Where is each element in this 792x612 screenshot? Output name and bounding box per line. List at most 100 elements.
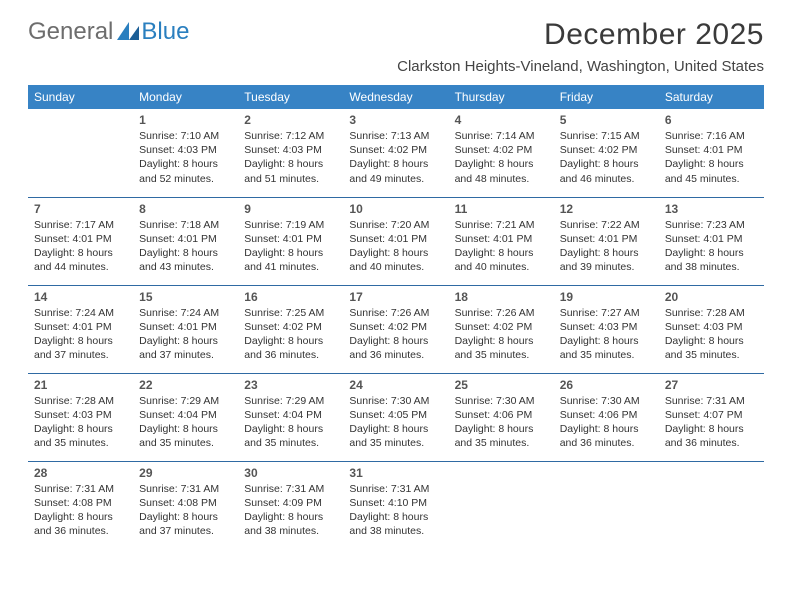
day-info-line: Sunset: 4:03 PM <box>665 320 758 334</box>
calendar-day-cell: 2Sunrise: 7:12 AMSunset: 4:03 PMDaylight… <box>238 109 343 197</box>
day-info-line: Sunset: 4:02 PM <box>455 320 548 334</box>
weekday-header: Sunday <box>28 85 133 109</box>
day-number: 21 <box>34 378 127 392</box>
calendar-day-cell: 11Sunrise: 7:21 AMSunset: 4:01 PMDayligh… <box>449 197 554 285</box>
day-info-line: Daylight: 8 hours <box>455 334 548 348</box>
day-info-line: Sunrise: 7:31 AM <box>139 482 232 496</box>
day-info-line: Daylight: 8 hours <box>560 157 653 171</box>
day-info-line: Sunrise: 7:28 AM <box>34 394 127 408</box>
calendar-table: Sunday Monday Tuesday Wednesday Thursday… <box>28 85 764 549</box>
day-number: 8 <box>139 202 232 216</box>
calendar-day-cell: 9Sunrise: 7:19 AMSunset: 4:01 PMDaylight… <box>238 197 343 285</box>
day-info-line: and 40 minutes. <box>349 260 442 274</box>
day-info-line: Daylight: 8 hours <box>665 334 758 348</box>
day-info-line: Daylight: 8 hours <box>244 334 337 348</box>
day-info-line: Sunset: 4:03 PM <box>560 320 653 334</box>
day-info-line: Sunrise: 7:18 AM <box>139 218 232 232</box>
day-info-line: Sunrise: 7:30 AM <box>349 394 442 408</box>
calendar-day-cell: 23Sunrise: 7:29 AMSunset: 4:04 PMDayligh… <box>238 373 343 461</box>
calendar-day-cell: 1Sunrise: 7:10 AMSunset: 4:03 PMDaylight… <box>133 109 238 197</box>
day-info-line: Sunset: 4:05 PM <box>349 408 442 422</box>
day-info-line: Sunset: 4:03 PM <box>139 143 232 157</box>
day-info-line: Sunrise: 7:28 AM <box>665 306 758 320</box>
day-info-line: Sunrise: 7:31 AM <box>665 394 758 408</box>
day-info-line: Daylight: 8 hours <box>139 157 232 171</box>
day-info-line: Sunrise: 7:31 AM <box>349 482 442 496</box>
day-info-line: Daylight: 8 hours <box>349 510 442 524</box>
day-info-line: and 36 minutes. <box>349 348 442 362</box>
day-info-line: Daylight: 8 hours <box>244 157 337 171</box>
day-info-line: Sunset: 4:08 PM <box>139 496 232 510</box>
day-info-line: Sunset: 4:09 PM <box>244 496 337 510</box>
day-info-line: Sunset: 4:02 PM <box>349 320 442 334</box>
weekday-header: Wednesday <box>343 85 448 109</box>
day-number: 17 <box>349 290 442 304</box>
day-info-line: Sunrise: 7:15 AM <box>560 129 653 143</box>
day-info-line: Sunrise: 7:21 AM <box>455 218 548 232</box>
calendar-day-cell: 28Sunrise: 7:31 AMSunset: 4:08 PMDayligh… <box>28 461 133 549</box>
day-info-line: and 35 minutes. <box>665 348 758 362</box>
day-info-line: and 35 minutes. <box>139 436 232 450</box>
calendar-day-cell: 22Sunrise: 7:29 AMSunset: 4:04 PMDayligh… <box>133 373 238 461</box>
day-info-line: Daylight: 8 hours <box>139 422 232 436</box>
calendar-day-cell: 15Sunrise: 7:24 AMSunset: 4:01 PMDayligh… <box>133 285 238 373</box>
calendar-day-cell: 8Sunrise: 7:18 AMSunset: 4:01 PMDaylight… <box>133 197 238 285</box>
day-info-line: Daylight: 8 hours <box>139 334 232 348</box>
day-info-line: Sunset: 4:01 PM <box>139 232 232 246</box>
day-info-line: Sunrise: 7:31 AM <box>244 482 337 496</box>
day-info-line: Daylight: 8 hours <box>665 246 758 260</box>
day-info-line: Daylight: 8 hours <box>560 246 653 260</box>
calendar-day-cell: 19Sunrise: 7:27 AMSunset: 4:03 PMDayligh… <box>554 285 659 373</box>
calendar-day-cell: 3Sunrise: 7:13 AMSunset: 4:02 PMDaylight… <box>343 109 448 197</box>
day-info-line: Sunset: 4:10 PM <box>349 496 442 510</box>
day-info-line: Sunrise: 7:23 AM <box>665 218 758 232</box>
day-info-line: Sunrise: 7:27 AM <box>560 306 653 320</box>
day-number: 25 <box>455 378 548 392</box>
day-info-line: Daylight: 8 hours <box>665 422 758 436</box>
day-info-line: Sunrise: 7:30 AM <box>560 394 653 408</box>
day-info-line: Sunrise: 7:16 AM <box>665 129 758 143</box>
calendar-day-cell: 17Sunrise: 7:26 AMSunset: 4:02 PMDayligh… <box>343 285 448 373</box>
day-info-line: Daylight: 8 hours <box>244 510 337 524</box>
day-number: 19 <box>560 290 653 304</box>
day-info-line: Sunset: 4:04 PM <box>139 408 232 422</box>
day-info-line: Sunset: 4:01 PM <box>139 320 232 334</box>
weekday-header-row: Sunday Monday Tuesday Wednesday Thursday… <box>28 85 764 109</box>
day-number: 9 <box>244 202 337 216</box>
day-info-line: Sunset: 4:06 PM <box>455 408 548 422</box>
day-info-line: Daylight: 8 hours <box>34 246 127 260</box>
day-info-line: Sunset: 4:01 PM <box>34 320 127 334</box>
calendar-day-cell: 25Sunrise: 7:30 AMSunset: 4:06 PMDayligh… <box>449 373 554 461</box>
day-number: 12 <box>560 202 653 216</box>
day-info-line: Sunrise: 7:19 AM <box>244 218 337 232</box>
day-info-line: and 46 minutes. <box>560 172 653 186</box>
month-title: December 2025 <box>397 18 764 52</box>
calendar-day-cell: 29Sunrise: 7:31 AMSunset: 4:08 PMDayligh… <box>133 461 238 549</box>
day-info-line: Daylight: 8 hours <box>34 510 127 524</box>
day-info-line: Sunset: 4:08 PM <box>34 496 127 510</box>
day-number: 13 <box>665 202 758 216</box>
day-info-line: Sunset: 4:01 PM <box>349 232 442 246</box>
day-info-line: and 51 minutes. <box>244 172 337 186</box>
day-number: 14 <box>34 290 127 304</box>
day-info-line: Daylight: 8 hours <box>349 422 442 436</box>
day-info-line: Sunset: 4:01 PM <box>34 232 127 246</box>
day-info-line: Daylight: 8 hours <box>34 422 127 436</box>
day-info-line: and 38 minutes. <box>665 260 758 274</box>
weekday-header: Tuesday <box>238 85 343 109</box>
day-info-line: and 35 minutes. <box>349 436 442 450</box>
day-info-line: Sunrise: 7:12 AM <box>244 129 337 143</box>
day-info-line: Sunset: 4:01 PM <box>455 232 548 246</box>
day-info-line: Sunset: 4:06 PM <box>560 408 653 422</box>
calendar-week-row: 21Sunrise: 7:28 AMSunset: 4:03 PMDayligh… <box>28 373 764 461</box>
day-info-line: Daylight: 8 hours <box>349 246 442 260</box>
day-number: 22 <box>139 378 232 392</box>
calendar-day-cell: 27Sunrise: 7:31 AMSunset: 4:07 PMDayligh… <box>659 373 764 461</box>
calendar-day-cell: 13Sunrise: 7:23 AMSunset: 4:01 PMDayligh… <box>659 197 764 285</box>
day-number: 16 <box>244 290 337 304</box>
day-info-line: and 49 minutes. <box>349 172 442 186</box>
day-info-line: Sunrise: 7:10 AM <box>139 129 232 143</box>
day-number: 7 <box>34 202 127 216</box>
day-number: 10 <box>349 202 442 216</box>
day-number: 11 <box>455 202 548 216</box>
